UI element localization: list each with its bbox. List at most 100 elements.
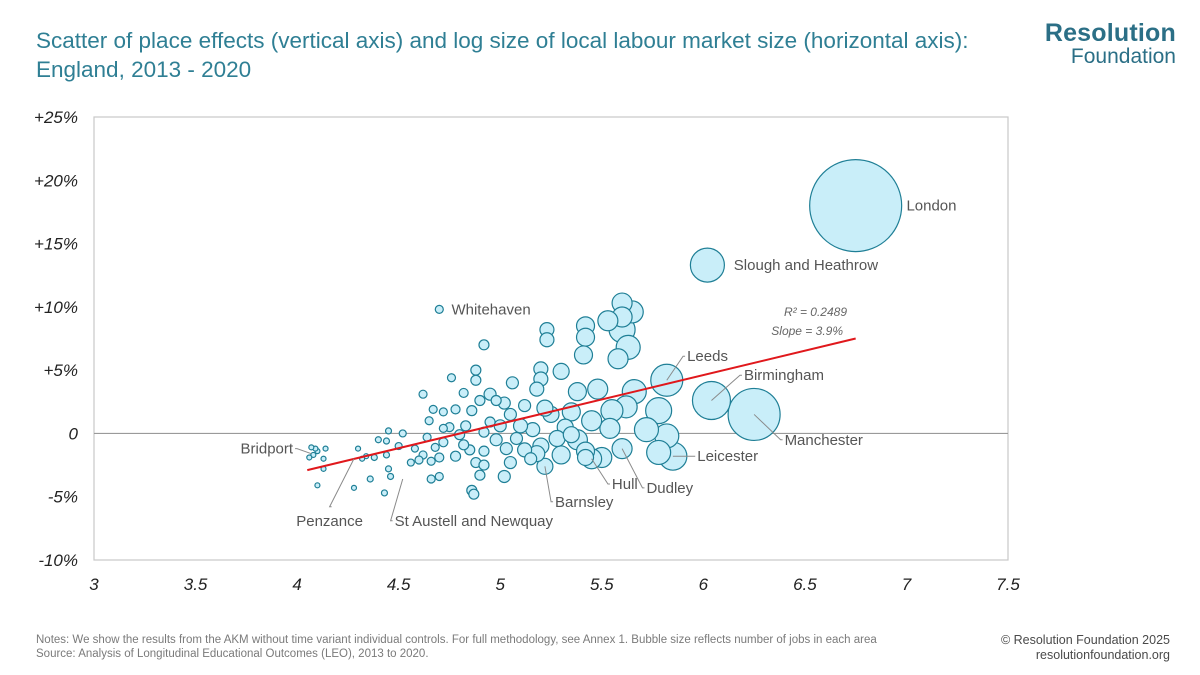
logo-line-1: Resolution (1044, 19, 1176, 47)
label-leader-line (544, 466, 554, 503)
data-bubble (430, 442, 440, 452)
data-bubble (458, 387, 469, 399)
data-bubble (354, 445, 362, 452)
x-tick-label: 3 (89, 575, 99, 594)
data-bubble (446, 373, 457, 383)
data-bubble (517, 398, 532, 413)
x-tick-label: 5 (495, 575, 505, 594)
label-leader-line (295, 448, 312, 455)
copyright-line: © Resolution Foundation 2025 (1000, 633, 1170, 647)
data-bubble (449, 450, 462, 462)
trend-line (307, 337, 856, 472)
data-bubble (426, 474, 436, 484)
data-bubble (478, 459, 490, 471)
data-bubble (382, 437, 391, 445)
data-bubble (562, 426, 580, 444)
data-bubble (434, 452, 445, 463)
label-leader-line (621, 448, 645, 489)
x-tick-label: 4 (292, 575, 301, 594)
data-bubble (308, 444, 315, 451)
data-bubble (414, 455, 424, 465)
data-bubble (490, 394, 502, 407)
website-link[interactable]: resolutionfoundation.org (1035, 648, 1170, 662)
data-bubble (505, 376, 520, 390)
y-tick-label: +10% (34, 298, 78, 317)
data-bubble (470, 364, 482, 376)
data-bubble (597, 310, 619, 332)
data-bubble (551, 445, 571, 465)
data-bubble (470, 374, 482, 386)
place-label: St Austell and Newquay (395, 513, 554, 530)
x-tick-label: 6 (699, 575, 709, 594)
y-tick-label: 0 (69, 424, 79, 443)
data-bubble (576, 448, 595, 467)
source-line: Source: Analysis of Longitudinal Educati… (36, 648, 429, 660)
data-bubble (499, 442, 513, 456)
data-bubble (306, 454, 313, 461)
data-bubble (573, 345, 594, 365)
data-bubble (474, 469, 486, 481)
data-bubble (599, 417, 621, 439)
data-bubble (489, 433, 503, 447)
data-bubble (509, 431, 524, 446)
place-label: Penzance (296, 513, 363, 530)
data-bubble (478, 339, 490, 351)
data-bubble (497, 469, 511, 484)
data-bubble (386, 472, 395, 481)
label-leader-line (328, 458, 355, 508)
label-leader-line (591, 458, 610, 485)
data-bubble (567, 382, 588, 402)
data-bubble (418, 389, 428, 399)
label-leader-line (389, 478, 404, 522)
y-tick-label: +15% (34, 235, 78, 254)
x-tick-label: 7.5 (996, 575, 1020, 594)
data-bubble (374, 436, 382, 444)
place-label: Dudley (646, 480, 693, 497)
data-bubble (587, 378, 609, 400)
data-bubble (406, 458, 415, 467)
resolution-foundation-logo: Resolution Foundation (1045, 20, 1176, 68)
plot-area-border (93, 116, 1009, 561)
label-leader-line (753, 414, 783, 441)
data-bubble (366, 475, 374, 483)
x-tick-label: 7 (902, 575, 912, 594)
data-bubble (426, 456, 436, 466)
data-bubble (529, 381, 545, 397)
data-bubble (314, 482, 321, 489)
data-bubble (524, 452, 538, 466)
notes-line: Notes: We show the results from the AKM … (36, 634, 877, 646)
y-tick-label: +25% (34, 108, 78, 127)
r-squared-label: R² = 0.2489 (784, 305, 847, 319)
data-bubble (581, 410, 603, 432)
data-bubble (384, 427, 393, 435)
place-label: Bridport (241, 441, 294, 458)
label-leader-line (666, 355, 686, 381)
data-bubble (428, 404, 438, 414)
x-tick-label: 6.5 (793, 575, 817, 594)
data-bubble (410, 444, 420, 453)
data-bubble (458, 439, 470, 451)
data-bubble (478, 445, 490, 457)
data-bubble (503, 455, 517, 470)
y-tick-label: -10% (38, 551, 78, 570)
data-bubble (438, 423, 448, 433)
data-bubble (434, 471, 444, 482)
copyright: © Resolution Foundation 2025 resolutionf… (1001, 633, 1170, 663)
data-bubble (466, 405, 478, 417)
data-bubble (468, 488, 480, 500)
data-bubble (474, 394, 486, 407)
y-tick-label: +20% (34, 171, 78, 190)
data-bubble (548, 429, 566, 448)
data-bubble (424, 416, 434, 426)
chart-notes: Notes: We show the results from the AKM … (36, 633, 966, 661)
data-bubble (434, 304, 444, 314)
data-bubble (322, 445, 329, 452)
chart-title: Scatter of place effects (vertical axis)… (36, 28, 969, 82)
data-bubble (438, 407, 448, 417)
data-bubble (460, 420, 472, 432)
place-label: Hull (612, 476, 638, 493)
place-label: Birmingham (744, 367, 824, 384)
y-tick-label: +5% (44, 361, 79, 380)
data-bubble (689, 247, 725, 283)
data-bubble (645, 397, 673, 425)
